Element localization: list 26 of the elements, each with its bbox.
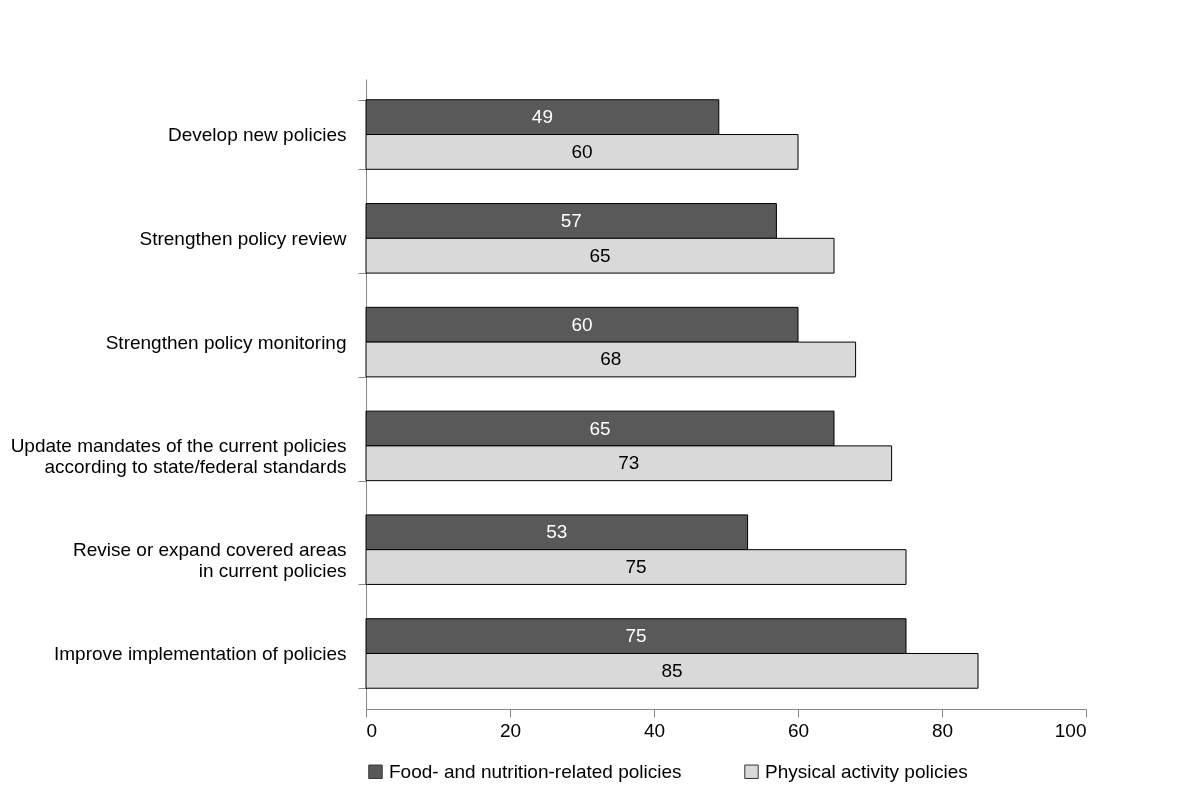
- x-tick-label: 40: [643, 719, 666, 741]
- y-tick-label: Strengthen policy monitoring: [105, 331, 347, 353]
- y-tick-label: Strengthen policy review: [139, 227, 347, 249]
- y-tick-label: Update mandates of the current policies according to state/federal standards: [10, 435, 347, 478]
- legend-label: Physical activity policies: [765, 760, 968, 782]
- x-tick-label: 100: [1054, 719, 1087, 741]
- data-label: 73: [618, 452, 640, 474]
- data-label: 75: [625, 556, 647, 578]
- data-label: 53: [546, 521, 568, 543]
- y-tick-label: Develop new policies: [168, 124, 347, 146]
- x-tick-label: 20: [499, 719, 522, 741]
- data-label: 65: [589, 244, 611, 266]
- data-label: 57: [560, 209, 582, 231]
- y-tick-label: Revise or expand covered areas in current policies: [72, 539, 347, 582]
- data-label: 68: [600, 348, 622, 370]
- y-tick-label: Improve implementation of policies: [53, 642, 347, 664]
- legend-label: Food- and nutrition-related policies: [389, 760, 682, 782]
- x-tick-label: 80: [931, 719, 954, 741]
- data-label: 60: [571, 313, 593, 335]
- x-tick-label: 0: [366, 719, 378, 741]
- data-label: 65: [589, 417, 611, 439]
- data-label: 75: [625, 625, 647, 647]
- x-tick-label: 60: [787, 719, 810, 741]
- data-label: 60: [571, 140, 593, 162]
- data-label: 49: [531, 106, 553, 128]
- data-label: 85: [661, 659, 683, 681]
